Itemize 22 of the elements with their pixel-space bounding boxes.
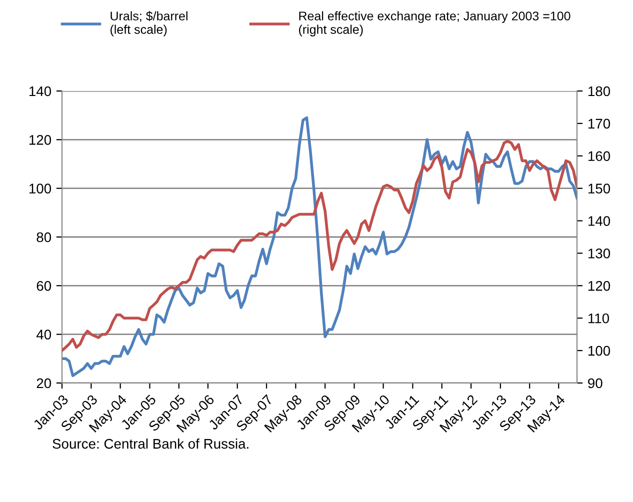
y2-tick-label: 170 bbox=[588, 118, 610, 129]
y-tick-label: 140 bbox=[29, 86, 52, 96]
y-tick-label: 60 bbox=[36, 281, 52, 291]
y2-tick-label: 120 bbox=[588, 281, 610, 291]
y2-tick-label: 180 bbox=[588, 86, 610, 96]
y-tick-label: 80 bbox=[36, 232, 52, 242]
y-tick-label: 120 bbox=[29, 135, 52, 145]
source-note: Source: Central Bank of Russia. bbox=[52, 438, 248, 449]
y2-tick-label: 160 bbox=[588, 151, 610, 162]
legend-label: Real effective exchange rate; January 2003 =100 (right scale) bbox=[299, 11, 570, 36]
y-tick-label: 20 bbox=[36, 378, 52, 388]
y2-tick-label: 130 bbox=[588, 248, 610, 258]
legend-label: Urals; $/barrel (left scale) bbox=[110, 11, 188, 36]
y2-tick-label: 100 bbox=[588, 346, 610, 356]
y2-tick-label: 90 bbox=[588, 378, 602, 388]
y-tick-label: 40 bbox=[36, 330, 52, 340]
line-series bbox=[62, 116, 577, 378]
y2-tick-label: 150 bbox=[588, 184, 610, 194]
y2-tick-label: 110 bbox=[588, 313, 610, 324]
y-tick-label: 100 bbox=[29, 184, 52, 194]
y2-tick-label: 140 bbox=[588, 216, 610, 226]
line-series bbox=[62, 140, 577, 352]
